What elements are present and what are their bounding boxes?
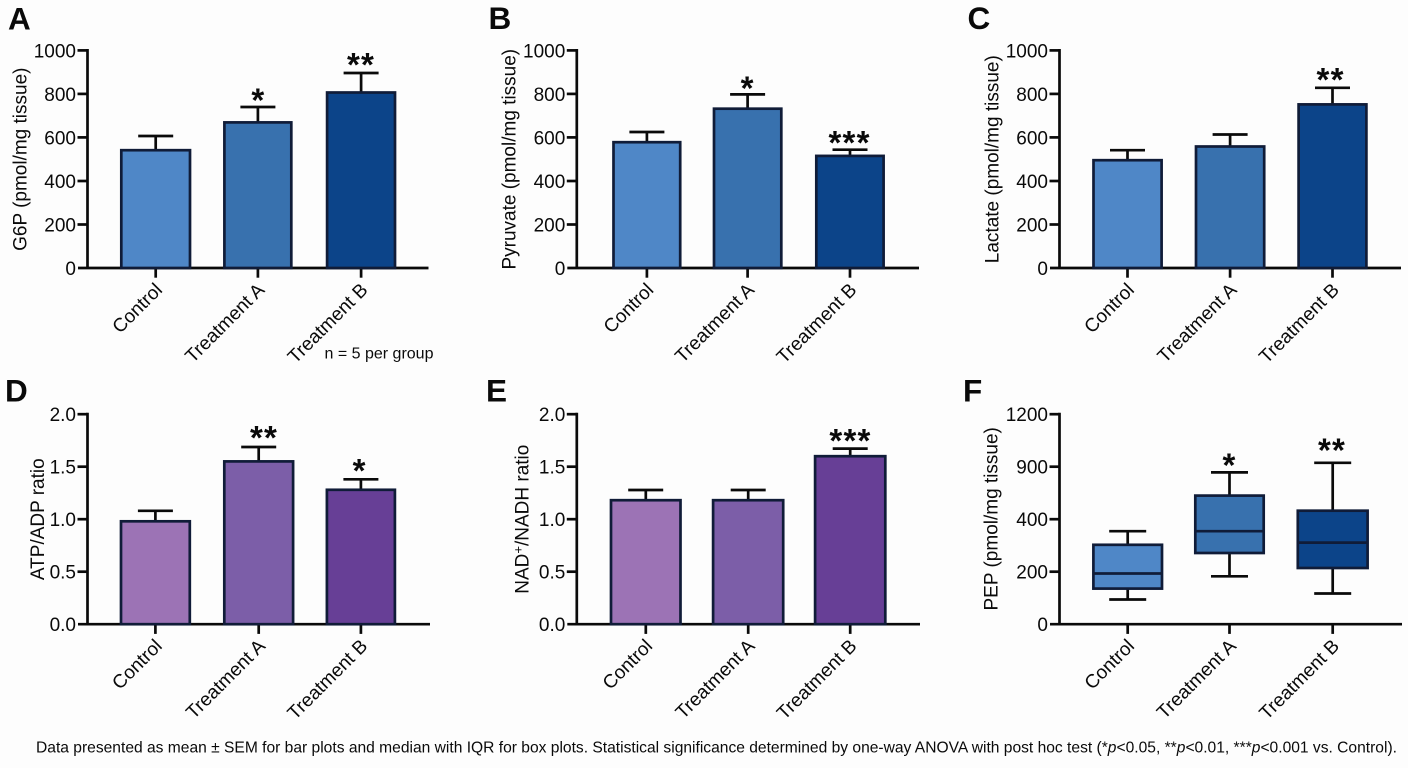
svg-text:1.5: 1.5 [539, 458, 565, 479]
svg-text:1.5: 1.5 [50, 458, 76, 479]
svg-text:400: 400 [534, 172, 566, 193]
svg-text:*: * [741, 70, 755, 107]
svg-text:1000: 1000 [34, 41, 76, 62]
svg-text:0: 0 [1037, 259, 1048, 280]
svg-text:**: ** [1318, 432, 1346, 469]
svg-text:600: 600 [1016, 128, 1048, 149]
svg-text:200: 200 [44, 215, 76, 236]
svg-text:2.0: 2.0 [50, 405, 76, 426]
svg-text:1.0: 1.0 [539, 510, 565, 531]
svg-text:E: E [486, 373, 507, 409]
svg-text:400: 400 [1016, 172, 1048, 193]
svg-text:***: *** [829, 422, 871, 459]
svg-text:Pyruvate (pmol/mg tissue): Pyruvate (pmol/mg tissue) [499, 49, 520, 270]
svg-text:F: F [963, 373, 982, 409]
svg-text:0.5: 0.5 [50, 563, 76, 584]
svg-text:n = 5 per group: n = 5 per group [325, 346, 434, 363]
svg-text:1000: 1000 [1006, 41, 1048, 62]
svg-text:ATP/ADP ratio: ATP/ADP ratio [28, 458, 49, 580]
svg-text:200: 200 [534, 215, 566, 236]
svg-text:900: 900 [1016, 458, 1048, 479]
svg-text:**: ** [1317, 61, 1345, 98]
svg-text:200: 200 [1016, 563, 1048, 584]
svg-text:**: ** [250, 419, 278, 456]
svg-text:B: B [489, 0, 512, 36]
svg-text:*: * [353, 452, 367, 489]
svg-text:***: *** [829, 124, 871, 161]
svg-text:400: 400 [1016, 510, 1048, 531]
svg-text:NAD+/NADH ratio: NAD+/NADH ratio [511, 445, 534, 594]
svg-text:200: 200 [1016, 215, 1048, 236]
svg-text:600: 600 [534, 128, 566, 149]
svg-text:0.0: 0.0 [50, 615, 76, 636]
svg-text:1.0: 1.0 [50, 510, 76, 531]
svg-text:0: 0 [555, 259, 566, 280]
svg-text:0.0: 0.0 [539, 615, 565, 636]
svg-text:600: 600 [44, 128, 76, 149]
svg-text:*: * [1222, 447, 1236, 484]
svg-text:800: 800 [534, 85, 566, 106]
svg-text:2.0: 2.0 [539, 405, 565, 426]
svg-text:0.5: 0.5 [539, 563, 565, 584]
svg-text:Lactate (pmol/mg tissue): Lactate (pmol/mg tissue) [983, 55, 1004, 263]
svg-text:PEP (pmol/mg tissue): PEP (pmol/mg tissue) [982, 427, 1003, 610]
svg-text:1200: 1200 [1006, 405, 1048, 426]
svg-text:800: 800 [1016, 85, 1048, 106]
svg-text:Data presented as mean ± SEM f: Data presented as mean ± SEM for bar plo… [36, 740, 1397, 757]
svg-text:0: 0 [65, 259, 76, 280]
svg-text:1000: 1000 [523, 41, 565, 62]
svg-text:A: A [8, 0, 31, 36]
svg-text:0: 0 [1037, 615, 1048, 636]
svg-text:400: 400 [44, 172, 76, 193]
svg-text:C: C [968, 0, 991, 36]
svg-text:D: D [5, 373, 28, 409]
svg-text:G6P (pmol/mg tissue): G6P (pmol/mg tissue) [11, 68, 32, 251]
svg-text:*: * [251, 81, 265, 118]
svg-text:800: 800 [44, 85, 76, 106]
svg-text:**: ** [347, 46, 375, 83]
